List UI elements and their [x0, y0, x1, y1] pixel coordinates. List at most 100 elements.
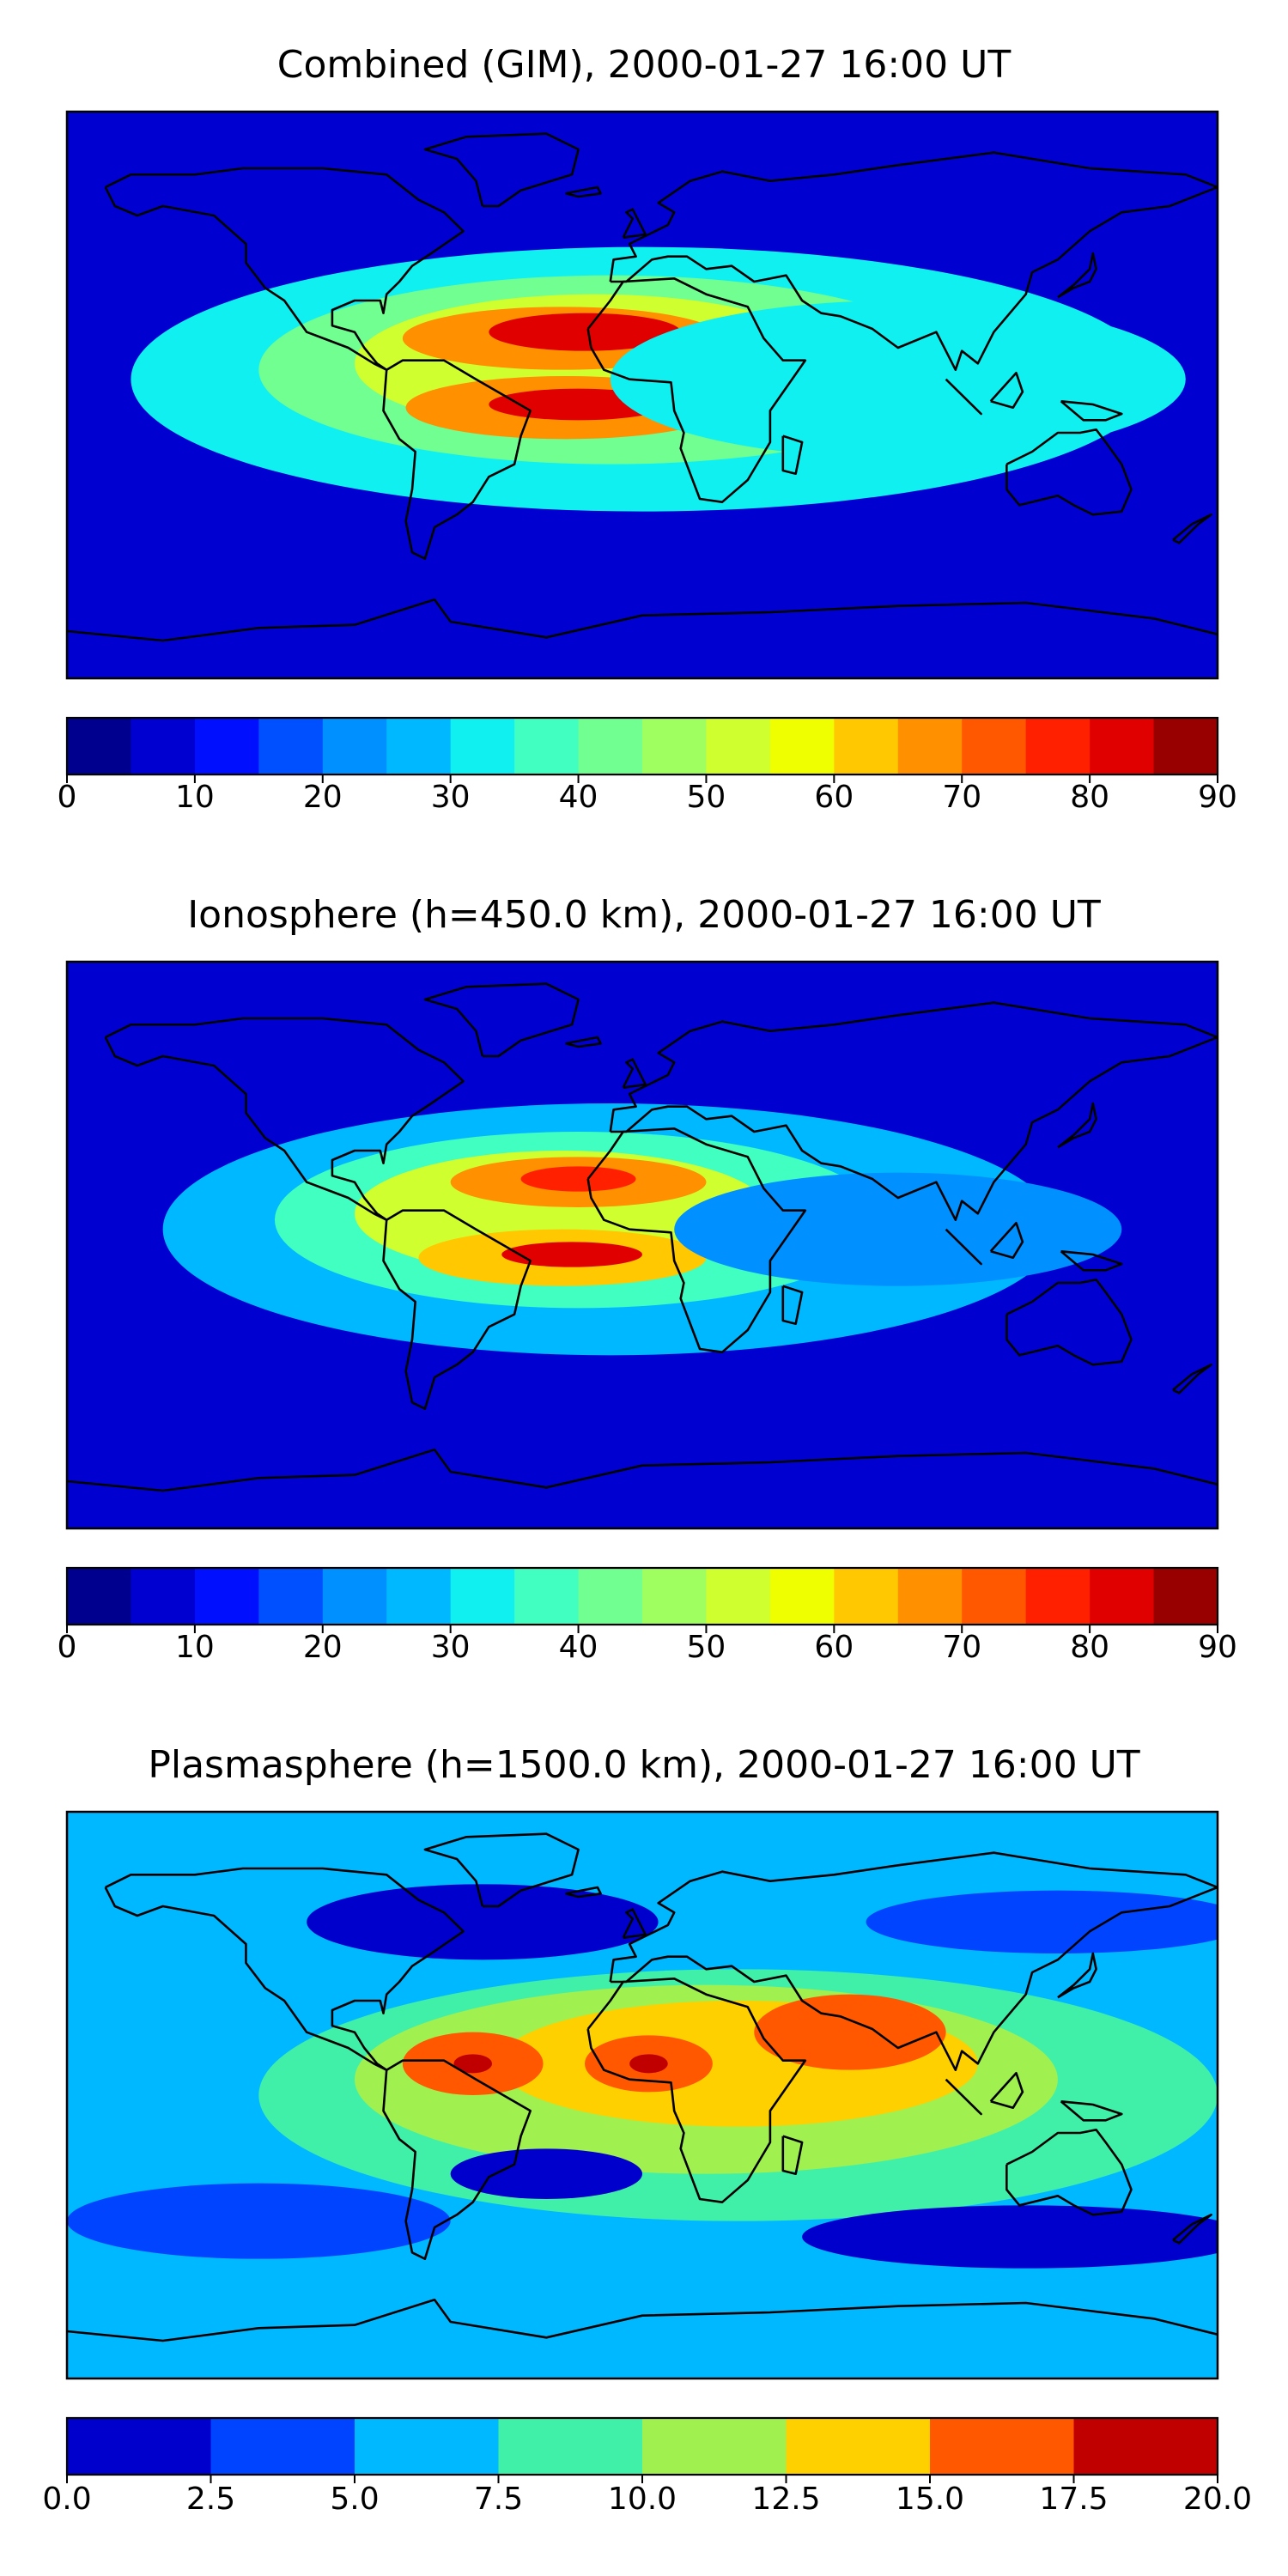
- field-region: [866, 1890, 1218, 1953]
- coastline: [609, 1851, 1218, 2071]
- map-frame: [65, 1810, 1219, 2380]
- coastline: [781, 1285, 804, 1325]
- coastline: [565, 1036, 602, 1048]
- colorbar-segment: [769, 1568, 835, 1625]
- colorbar-segment: [897, 1568, 963, 1625]
- map-area: [67, 962, 1218, 1528]
- coastline: [423, 1832, 580, 1908]
- colorbar-tick-label: 40: [559, 1630, 598, 1665]
- colorbar-segment: [514, 1568, 580, 1625]
- colorbar-segment: [786, 2418, 931, 2475]
- field-region: [450, 2148, 642, 2200]
- coastline: [382, 2059, 532, 2260]
- coastline: [565, 185, 602, 198]
- coastline: [609, 151, 1218, 371]
- colorbar-tick-label: 90: [1198, 780, 1237, 815]
- colorbar-segment: [194, 718, 259, 775]
- field-region: [307, 1884, 659, 1960]
- colorbar-tick-label: 30: [431, 1630, 471, 1665]
- colorbar-segment: [1073, 2418, 1218, 2475]
- colorbar-segment: [1090, 718, 1155, 775]
- colorbar-segment: [386, 718, 452, 775]
- field-region: [754, 1994, 946, 2070]
- colorbar-tick-label: 10.0: [608, 2482, 677, 2517]
- coastline: [1005, 1279, 1133, 1366]
- panel-title: Plasmasphere (h=1500.0 km), 2000-01-27 1…: [148, 1743, 1139, 1787]
- coastline: [1060, 1250, 1123, 1272]
- panel-title: Ionosphere (h=450.0 km), 2000-01-27 16:0…: [187, 893, 1101, 937]
- coastline: [622, 208, 647, 239]
- panel-1: Combined (GIM), 2000-01-27 16:00 UT 0 10 20…: [58, 43, 1237, 815]
- map-area: [67, 1812, 1218, 2379]
- panels-layer: Combined (GIM), 2000-01-27 16:00 UT 0 10 20…: [42, 43, 1252, 2517]
- coastline: [1057, 1102, 1097, 1149]
- colorbar-segment: [210, 2418, 355, 2475]
- colorbar-segment: [1025, 1568, 1091, 1625]
- colorbar-segment: [578, 718, 643, 775]
- colorbar-tick-label: 20: [303, 780, 343, 815]
- field-region: [610, 301, 1186, 459]
- colorbar-segment: [962, 1568, 1027, 1625]
- colorbar-tick-label: 30: [431, 780, 471, 815]
- coastline: [1005, 2129, 1133, 2216]
- colorbar-tick-label: 20.0: [1183, 2482, 1252, 2517]
- panel-3: Plasmasphere (h=1500.0 km), 2000-01-27 1…: [42, 1743, 1252, 2517]
- colorbar-tick-label: 80: [1070, 1630, 1109, 1665]
- colorbar-segment: [962, 718, 1027, 775]
- colorbar-segment: [258, 1568, 324, 1625]
- coastline: [423, 132, 580, 208]
- colorbar-tick-label: 0: [58, 780, 77, 815]
- colorbar-segment: [67, 718, 131, 775]
- coastline: [586, 1127, 807, 1353]
- coastline: [382, 359, 532, 560]
- coastline: [781, 2135, 804, 2175]
- colorbar-tick-label: 0: [58, 1630, 77, 1665]
- colorbar-tick-label: 0.0: [42, 2482, 91, 2517]
- colorbar-segment: [642, 1568, 707, 1625]
- field-region: [520, 1166, 636, 1192]
- coastline: [989, 2072, 1024, 2109]
- field-region: [67, 2183, 451, 2259]
- colorbar-tick-label: 60: [814, 1630, 854, 1665]
- coastline: [1172, 2214, 1212, 2245]
- coastline: [104, 1017, 465, 1221]
- coastline: [1005, 428, 1133, 516]
- colorbar-tick-label: 50: [687, 780, 726, 815]
- field-region: [489, 313, 681, 351]
- coastline: [609, 1001, 1218, 1221]
- field-region: [674, 1172, 1122, 1286]
- colorbar-frame: [65, 1566, 1219, 1626]
- colorbar-segment: [386, 1568, 452, 1625]
- colorbar-segment: [897, 718, 963, 775]
- colorbar-segment: [930, 2418, 1074, 2475]
- colorbar-segment: [258, 718, 324, 775]
- colorbar-segment: [514, 718, 580, 775]
- coastline: [1060, 2100, 1123, 2122]
- coastline: [989, 1222, 1024, 1259]
- colorbar-tick-label: 70: [942, 780, 981, 815]
- coastline: [104, 1867, 465, 2071]
- colorbar: 0.0 2.5 5.0 7.5 10.0 12.5 15.0 17.5 20.0: [42, 2416, 1252, 2517]
- coastline: [945, 2078, 982, 2116]
- colorbar-segment: [450, 718, 515, 775]
- coastline: [1060, 400, 1123, 422]
- coastline: [622, 1058, 647, 1089]
- colorbar-tick-label: 70: [942, 1630, 981, 1665]
- colorbar: 0 10 20 30 40 50 60 70 80 90: [58, 1566, 1237, 1665]
- colorbar-segment: [67, 1568, 131, 1625]
- colorbar-segment: [1153, 1568, 1218, 1625]
- map-frame: [65, 110, 1219, 680]
- colorbar-segment: [450, 1568, 515, 1625]
- coastline: [622, 1908, 647, 1939]
- colorbar-tick-label: 40: [559, 780, 598, 815]
- colorbar-segment: [706, 1568, 771, 1625]
- coastline: [1172, 513, 1212, 544]
- colorbar-tick-label: 50: [687, 1630, 726, 1665]
- coastline: [565, 1886, 602, 1899]
- coastline: [423, 982, 580, 1058]
- coastline: [586, 1978, 807, 2203]
- colorbar-tick-label: 60: [814, 780, 854, 815]
- panel-2: Ionosphere (h=450.0 km), 2000-01-27 16:0…: [58, 893, 1237, 1665]
- colorbar-tick-label: 15.0: [896, 2482, 964, 2517]
- colorbar-segment: [498, 2418, 643, 2475]
